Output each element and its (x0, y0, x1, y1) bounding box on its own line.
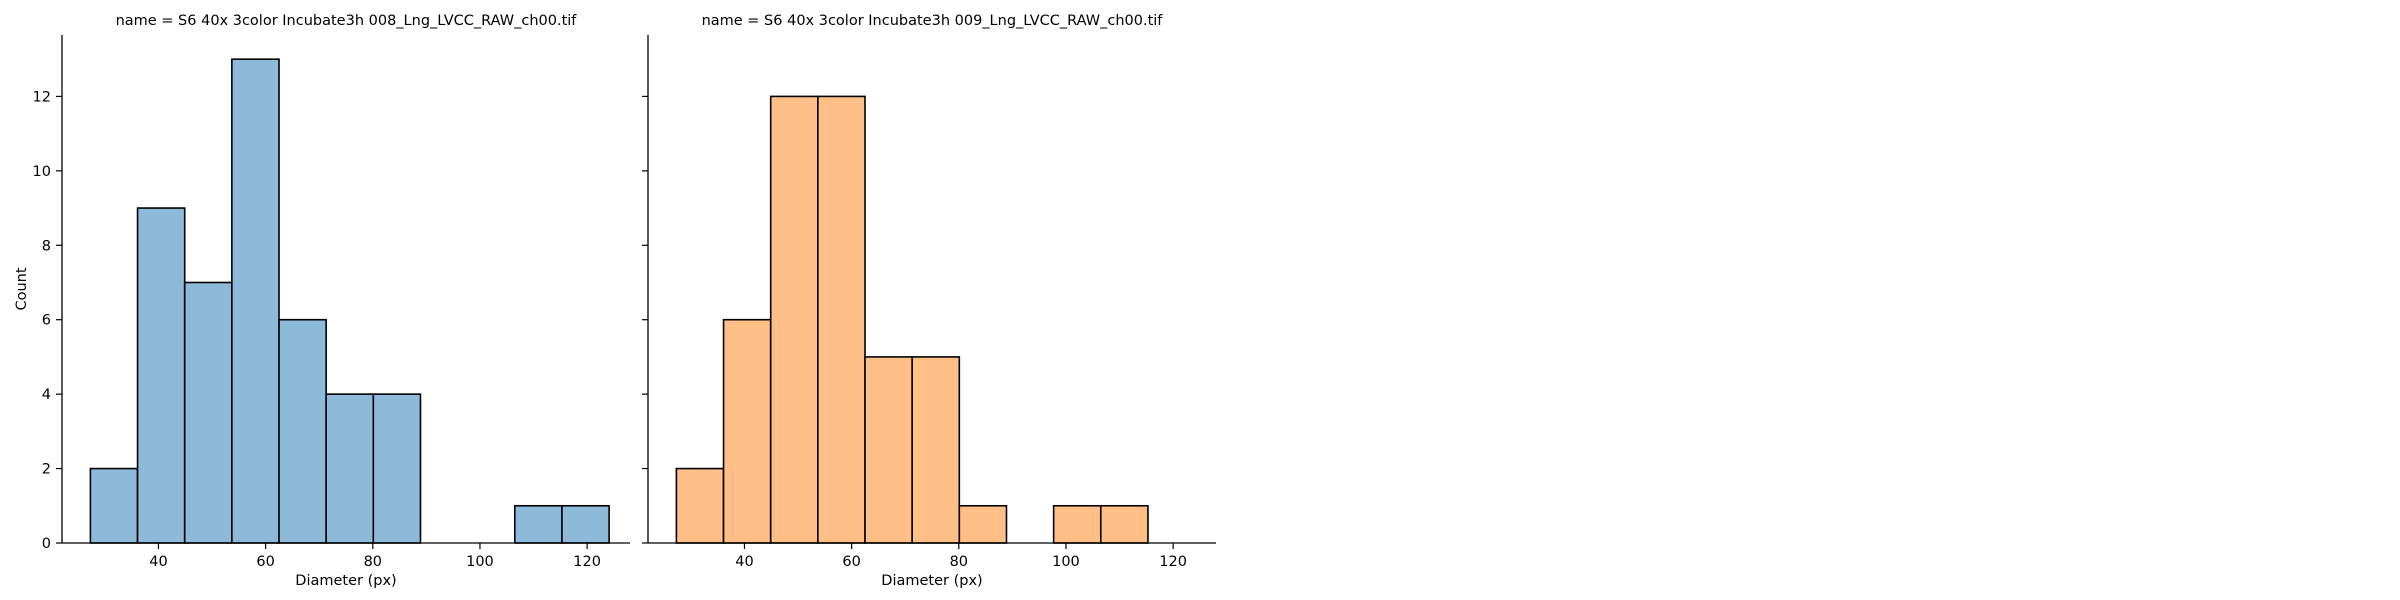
histogram-bar (513, 504, 563, 544)
panel-right: 40 60 80 100 120 Diameter (px) name = S6 40x 3… (642, 13, 1216, 589)
x-axis-label: Diameter (px) (881, 573, 982, 589)
y-tick-label: 12 (33, 89, 51, 105)
y-axis-label: Count (14, 267, 30, 310)
x-tick-label: 100 (466, 554, 494, 570)
histogram-bar (231, 58, 280, 544)
histogram-bar (911, 356, 961, 544)
histogram-bar (136, 207, 186, 544)
histogram-bar (1099, 504, 1149, 544)
x-tick-label: 40 (149, 554, 167, 570)
histogram-bar (722, 318, 772, 544)
panel-left: 0 2 4 6 8 10 12 40 60 80 100 120 Diameter (px) Count n… (14, 13, 630, 589)
histogram-bar (89, 467, 139, 544)
x-tick-label: 80 (950, 554, 968, 570)
panel-title: name = S6 40x 3color Incubate3h 008_Lng_… (116, 13, 578, 29)
x-tick-label: 60 (256, 554, 274, 570)
x-tick-label: 60 (842, 554, 860, 570)
histogram-bar (675, 467, 725, 544)
y-tick-label: 2 (42, 462, 51, 478)
x-tick-label: 100 (1052, 554, 1080, 570)
histogram-bar (325, 393, 375, 544)
histogram-bar (958, 504, 1008, 544)
x-axis-label: Diameter (px) (295, 573, 396, 589)
y-tick-label: 6 (42, 313, 51, 329)
histogram-bar (817, 95, 866, 544)
x-tick-label: 120 (1159, 554, 1187, 570)
histogram-bar (561, 504, 610, 544)
y-tick-label: 8 (42, 238, 51, 254)
x-tick-label: 120 (573, 554, 601, 570)
histogram-bar (278, 318, 327, 544)
panel-title: name = S6 40x 3color Incubate3h 009_Lng_… (702, 13, 1164, 29)
y-tick-label: 4 (42, 387, 51, 403)
y-tick-label: 0 (42, 536, 51, 552)
histogram-bar (769, 95, 819, 544)
x-tick-label: 80 (364, 554, 382, 570)
histogram-bar (864, 356, 913, 544)
x-tick-label: 40 (735, 554, 753, 570)
histogram-bar (1052, 504, 1102, 544)
histogram-bar (372, 393, 422, 544)
histogram-bar (183, 281, 233, 544)
y-tick-label: 10 (33, 164, 51, 180)
